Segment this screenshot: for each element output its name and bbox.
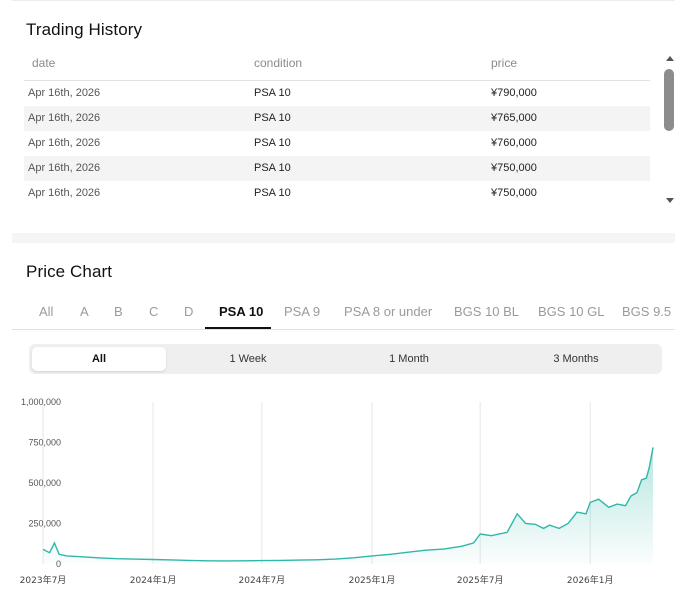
row-condition: PSA 10	[254, 112, 291, 124]
scroll-up-arrow-icon[interactable]	[666, 56, 674, 61]
top-divider	[12, 0, 675, 1]
period-1-week-button[interactable]: 1 Week	[229, 353, 267, 365]
scrollbar-thumb[interactable]	[664, 69, 674, 131]
row-price: ¥750,000	[491, 187, 537, 199]
tab-bgs-9-5[interactable]: BGS 9.5	[622, 304, 672, 319]
trading-history-title: Trading History	[26, 20, 143, 39]
y-tick-label: 500,000	[28, 478, 61, 488]
table-row: Apr 16th, 2026 PSA 10 ¥765,000	[24, 106, 650, 131]
tab-bgs-10-gl[interactable]: BGS 10 GL	[538, 304, 605, 319]
active-tab-indicator	[205, 327, 271, 329]
x-tick-label: 2023年7月	[20, 574, 67, 586]
row-condition: PSA 10	[254, 137, 291, 149]
row-date: Apr 16th, 2026	[28, 162, 101, 174]
column-header-price[interactable]: price	[491, 56, 518, 70]
tab-a[interactable]: A	[80, 304, 89, 319]
price-area	[43, 447, 653, 564]
section-divider	[12, 233, 675, 243]
table-body: Apr 16th, 2026 PSA 10 ¥790,000 Apr 16th,…	[24, 81, 650, 206]
tab-psa-9[interactable]: PSA 9	[284, 304, 321, 319]
y-tick-label: 250,000	[28, 519, 61, 529]
table-scrollbar[interactable]	[662, 52, 675, 210]
x-tick-label: 2025年1月	[349, 574, 396, 586]
table-row: Apr 16th, 2026 PSA 10 ¥760,000	[24, 131, 650, 156]
x-tick-label: 2025年7月	[457, 574, 504, 586]
row-date: Apr 16th, 2026	[28, 187, 101, 199]
row-price: ¥790,000	[491, 87, 537, 99]
table-row: Apr 16th, 2026 PSA 10 ¥790,000	[24, 81, 650, 106]
table-row: Apr 16th, 2026 PSA 10 ¥750,000	[24, 181, 650, 206]
tab-all[interactable]: All	[39, 304, 54, 319]
column-header-date[interactable]: date	[32, 56, 56, 70]
tab-d[interactable]: D	[184, 304, 194, 319]
period-3-months-button[interactable]: 3 Months	[553, 353, 599, 365]
tab-b[interactable]: B	[114, 304, 123, 319]
row-price: ¥765,000	[491, 112, 537, 124]
period-all-button[interactable]: All	[32, 347, 166, 371]
column-header-condition[interactable]: condition	[254, 56, 303, 70]
scroll-down-arrow-icon[interactable]	[666, 198, 674, 203]
tab-bgs-10-bl[interactable]: BGS 10 BL	[454, 304, 520, 319]
tab-psa-10[interactable]: PSA 10	[219, 304, 264, 319]
tab-c[interactable]: C	[149, 304, 159, 319]
period-selector: All 1 Week 1 Month 3 Months	[29, 344, 662, 374]
row-date: Apr 16th, 2026	[28, 87, 101, 99]
row-condition: PSA 10	[254, 162, 291, 174]
row-date: Apr 16th, 2026	[28, 112, 101, 124]
x-tick-label: 2024年1月	[130, 574, 177, 586]
price-line	[42, 447, 654, 562]
period-1-month-button[interactable]: 1 Month	[389, 353, 429, 365]
grade-tabs: All A B C D PSA 10 PSA 9 PSA 8 or under …	[12, 296, 675, 330]
table-row: Apr 16th, 2026 PSA 10 ¥750,000	[24, 156, 650, 181]
row-condition: PSA 10	[254, 87, 291, 99]
table-header: date condition price	[24, 50, 650, 81]
row-price: ¥760,000	[491, 137, 537, 149]
tab-psa-8-or-under[interactable]: PSA 8 or under	[344, 304, 433, 319]
x-tick-label: 2026年1月	[567, 574, 614, 586]
price-chart-title: Price Chart	[26, 262, 113, 281]
row-price: ¥750,000	[491, 162, 537, 174]
row-date: Apr 16th, 2026	[28, 137, 101, 149]
trading-history-table: date condition price Apr 16th, 2026 PSA …	[24, 50, 650, 218]
x-tick-label: 2024年7月	[239, 574, 286, 586]
y-tick-label: 750,000	[28, 438, 61, 448]
y-tick-label: 1,000,000	[21, 397, 61, 407]
row-condition: PSA 10	[254, 187, 291, 199]
